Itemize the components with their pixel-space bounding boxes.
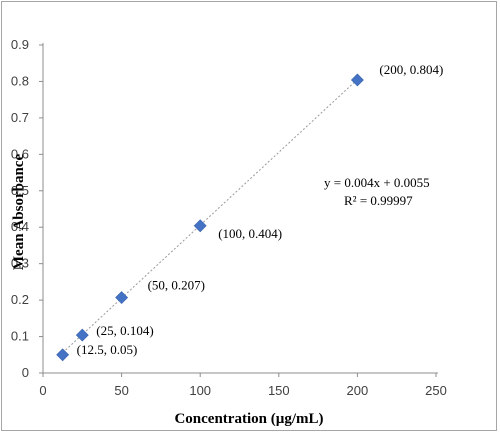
data-label: (12.5, 0.05)	[77, 342, 138, 357]
data-label: (50, 0.207)	[148, 278, 205, 293]
x-axis-title: Concentration (µg/mL)	[174, 411, 323, 427]
x-tick-labels: 0 50 100 150 200 250	[39, 373, 447, 398]
x-tick-label: 100	[189, 383, 211, 398]
y-tick-label: 0.2	[11, 292, 29, 307]
data-point	[56, 348, 70, 362]
y-tick-label: 0.7	[11, 110, 29, 125]
x-tick-label: 50	[114, 383, 128, 398]
data-label: (200, 0.804)	[379, 62, 443, 77]
data-label: (100, 0.404)	[218, 226, 282, 241]
y-tick-label: 0.1	[11, 329, 29, 344]
x-tick-label: 150	[268, 383, 290, 398]
y-tick-label: 0.9	[11, 37, 29, 52]
y-axis-title: Mean Absorbance	[11, 154, 27, 271]
r-squared-label: R² = 0.99997	[344, 193, 413, 208]
trendline-equation: y = 0.004x + 0.0055	[324, 175, 430, 190]
trendline	[62, 79, 358, 354]
data-point	[115, 291, 129, 304]
y-tick-label: 0.5	[11, 183, 29, 198]
data-point	[350, 73, 364, 87]
y-tick-label: 0.6	[11, 146, 29, 161]
data-labels: (12.5, 0.05) (25, 0.104) (50, 0.207) (100, …	[77, 62, 444, 357]
y-tick-label: 0.3	[11, 256, 29, 271]
data-point	[193, 219, 207, 233]
x-tick-label: 250	[425, 383, 447, 398]
y-tick-labels: 0 0.1 0.2 0.3 0.4 0.5 0.6 0.7 0.8 0.9	[11, 37, 43, 380]
x-tick-label: 200	[347, 383, 369, 398]
y-tick-label: 0	[22, 365, 29, 380]
y-tick-label: 0.4	[11, 219, 29, 234]
data-point	[75, 328, 89, 342]
data-label: (25, 0.104)	[96, 323, 153, 338]
y-tick-label: 0.8	[11, 73, 29, 88]
x-tick-label: 0	[39, 383, 46, 398]
data-points	[56, 73, 364, 362]
